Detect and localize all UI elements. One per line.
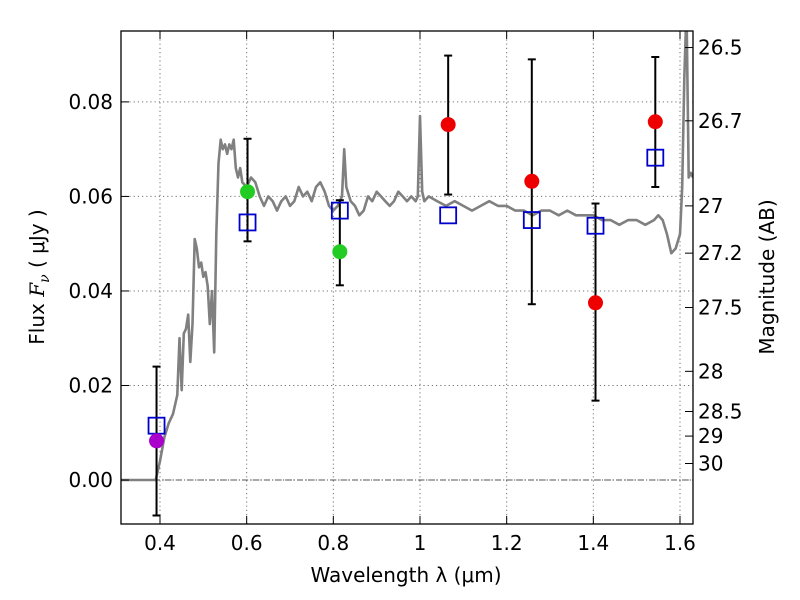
- y-axis-label-subscript: ν: [37, 274, 53, 283]
- mag-tick-label: 30: [698, 451, 723, 475]
- sed-model-curve: [121, 31, 693, 482]
- y-axis-label: Flux Fν ( μJy ): [25, 209, 53, 344]
- y-axis-label-symbol: F: [25, 282, 49, 298]
- x-tick-label: 0.6: [231, 531, 263, 555]
- observed-point: [588, 295, 603, 311]
- mag-tick-label: 27.2: [698, 241, 743, 265]
- x-tick-label: 1.2: [491, 531, 523, 555]
- y-tick-label: 0.02: [68, 374, 113, 398]
- model-photometry-point: [330, 201, 349, 220]
- plot-frame: [120, 30, 694, 525]
- mag-tick-label: 28: [698, 359, 723, 383]
- tick-layer: 0.4 0.6 0.8 1 1.2 1.4 1.6 0.00 0.02 0.04 0.06 0.08 2…: [68, 31, 743, 555]
- x-tick-label: 1.4: [577, 531, 609, 555]
- x-tick-label: 0.4: [144, 531, 176, 555]
- y-tick-label: 0.00: [68, 468, 113, 492]
- mag-tick-label: 28.5: [698, 400, 743, 424]
- right-axis-label: Magnitude (AB): [755, 199, 779, 354]
- x-axis-label: Wavelength λ (μm): [310, 563, 501, 587]
- observed-point: [524, 173, 540, 189]
- x-tick-label: 1.6: [664, 531, 696, 555]
- mag-tick-label: 26.5: [698, 36, 743, 60]
- model-photometry-point: [522, 211, 541, 229]
- model-photometry-point: [586, 216, 605, 235]
- y-axis-label-prefix: Flux: [25, 297, 49, 345]
- y-tick-label: 0.08: [68, 90, 113, 114]
- mag-tick-label: 26.7: [698, 109, 743, 133]
- mag-tick-label: 27.5: [698, 296, 743, 320]
- x-tick-label: 1: [414, 531, 427, 555]
- y-axis-label-suffix: ( μJy ): [25, 209, 49, 274]
- model-photometry-point: [439, 206, 458, 225]
- observed-point: [647, 114, 663, 130]
- y-tick-label: 0.06: [68, 184, 113, 208]
- model-photometry-point: [238, 213, 257, 232]
- mag-tick-label: 27: [698, 194, 723, 218]
- observed-point: [332, 244, 348, 260]
- x-tick-label: 0.8: [317, 531, 349, 555]
- mag-tick-label: 29: [698, 424, 723, 448]
- observed-point: [440, 117, 456, 133]
- model-photometry-point: [646, 148, 665, 167]
- plot-layer: [121, 31, 693, 517]
- observed-point: [240, 184, 256, 200]
- observed-point: [149, 433, 165, 449]
- y-tick-label: 0.04: [68, 279, 113, 303]
